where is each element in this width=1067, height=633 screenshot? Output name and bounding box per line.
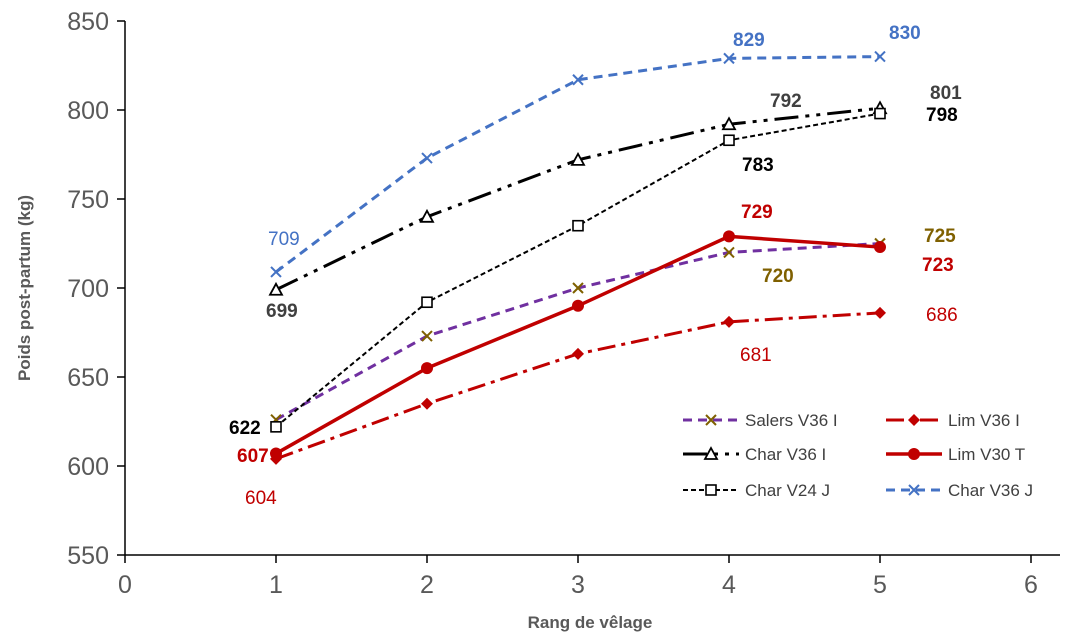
x-tick-label: 5 xyxy=(873,571,887,599)
data-label: 801 xyxy=(930,83,962,104)
axes: 550 600 650 700 750 800 850 0 1 2 3 4 5 6 xyxy=(67,8,1060,599)
data-label: 798 xyxy=(926,105,958,126)
y-tick-label: 850 xyxy=(67,8,109,36)
data-point xyxy=(268,281,284,296)
x-axis-title: Rang de vêlage xyxy=(528,613,653,632)
data-point xyxy=(421,296,433,309)
x-tick-label: 3 xyxy=(571,571,585,599)
legend-item: Char V24 J xyxy=(683,481,830,500)
data-label: 686 xyxy=(926,305,958,326)
x-ticks: 0 1 2 3 4 5 6 xyxy=(118,555,1038,599)
legend-marker xyxy=(908,484,920,496)
series-line xyxy=(275,311,881,461)
data-point xyxy=(572,282,584,294)
data-label: 829 xyxy=(733,30,765,51)
data-point xyxy=(572,299,584,312)
legend-item: Lim V30 T xyxy=(886,445,1025,464)
data-label: 783 xyxy=(742,155,774,176)
y-tick-label: 550 xyxy=(67,542,109,570)
data-point xyxy=(270,266,282,278)
x-tick-label: 6 xyxy=(1024,571,1038,599)
data-label: 699 xyxy=(266,301,298,322)
y-tick-label: 700 xyxy=(67,275,109,303)
data-point xyxy=(421,152,433,164)
x-tick-label: 1 xyxy=(269,571,283,599)
data-point xyxy=(421,362,433,375)
data-point xyxy=(421,397,433,410)
y-tick-label: 650 xyxy=(67,364,109,392)
legend-label: Lim V36 I xyxy=(948,411,1020,430)
data-label: 709 xyxy=(268,229,300,250)
legend-item: Char V36 J xyxy=(886,481,1033,500)
y-tick-label: 800 xyxy=(67,97,109,125)
legend-label: Char V36 I xyxy=(745,445,826,464)
y-tick-label: 750 xyxy=(67,186,109,214)
data-point xyxy=(874,306,886,319)
y-axis-title: Poids post-partum (kg) xyxy=(15,195,34,381)
data-point xyxy=(874,241,886,254)
data-label: 792 xyxy=(770,91,802,112)
data-point xyxy=(723,134,735,147)
series-line xyxy=(275,55,881,274)
y-ticks: 550 600 650 700 750 800 850 xyxy=(67,8,125,570)
legend: Salers V36 I Lim V36 I Char V36 I Lim V30 T… xyxy=(683,411,1033,500)
data-point xyxy=(874,107,886,120)
data-point xyxy=(572,219,584,232)
series-char-v36-j xyxy=(270,50,886,278)
x-tick-label: 2 xyxy=(420,571,434,599)
legend-label: Salers V36 I xyxy=(745,411,838,430)
data-point xyxy=(419,208,435,223)
data-label: 720 xyxy=(762,266,794,287)
legend-item: Salers V36 I xyxy=(683,411,838,430)
data-point xyxy=(721,116,737,131)
x-tick-label: 0 xyxy=(118,571,132,599)
data-point xyxy=(570,151,586,166)
data-point xyxy=(572,74,584,86)
legend-item: Lim V36 I xyxy=(886,411,1020,430)
data-label: 607 xyxy=(237,446,269,467)
data-point xyxy=(270,447,282,460)
data-point xyxy=(270,421,282,433)
legend-marker xyxy=(705,484,717,496)
series-line xyxy=(275,112,881,428)
data-label: 729 xyxy=(741,202,773,223)
y-tick-label: 600 xyxy=(67,453,109,481)
legend-marker xyxy=(908,448,920,460)
series-line xyxy=(275,106,881,292)
x-tick-label: 4 xyxy=(722,571,736,599)
data-point xyxy=(723,230,735,243)
legend-label: Lim V30 T xyxy=(948,445,1025,464)
legend-label: Char V24 J xyxy=(745,481,830,500)
series-lim-v36-i xyxy=(270,306,886,465)
data-label: 622 xyxy=(229,418,261,439)
data-point xyxy=(421,330,433,342)
data-label: 725 xyxy=(924,226,956,247)
series-layer xyxy=(268,50,888,465)
legend-item: Char V36 I xyxy=(683,445,826,464)
data-point xyxy=(874,50,886,63)
data-label: 830 xyxy=(889,23,921,44)
legend-label: Char V36 J xyxy=(948,481,1033,500)
data-label: 723 xyxy=(922,255,954,276)
data-point xyxy=(723,52,735,65)
data-point xyxy=(723,315,735,328)
data-point xyxy=(723,246,735,259)
data-label: 604 xyxy=(245,488,277,509)
series-char-v24-j xyxy=(270,107,886,433)
legend-marker xyxy=(705,414,717,426)
data-label: 681 xyxy=(740,345,772,366)
legend-marker xyxy=(908,414,920,426)
legend-marker xyxy=(703,446,719,460)
data-point xyxy=(572,347,584,360)
series-lim-v30-t xyxy=(270,230,886,460)
